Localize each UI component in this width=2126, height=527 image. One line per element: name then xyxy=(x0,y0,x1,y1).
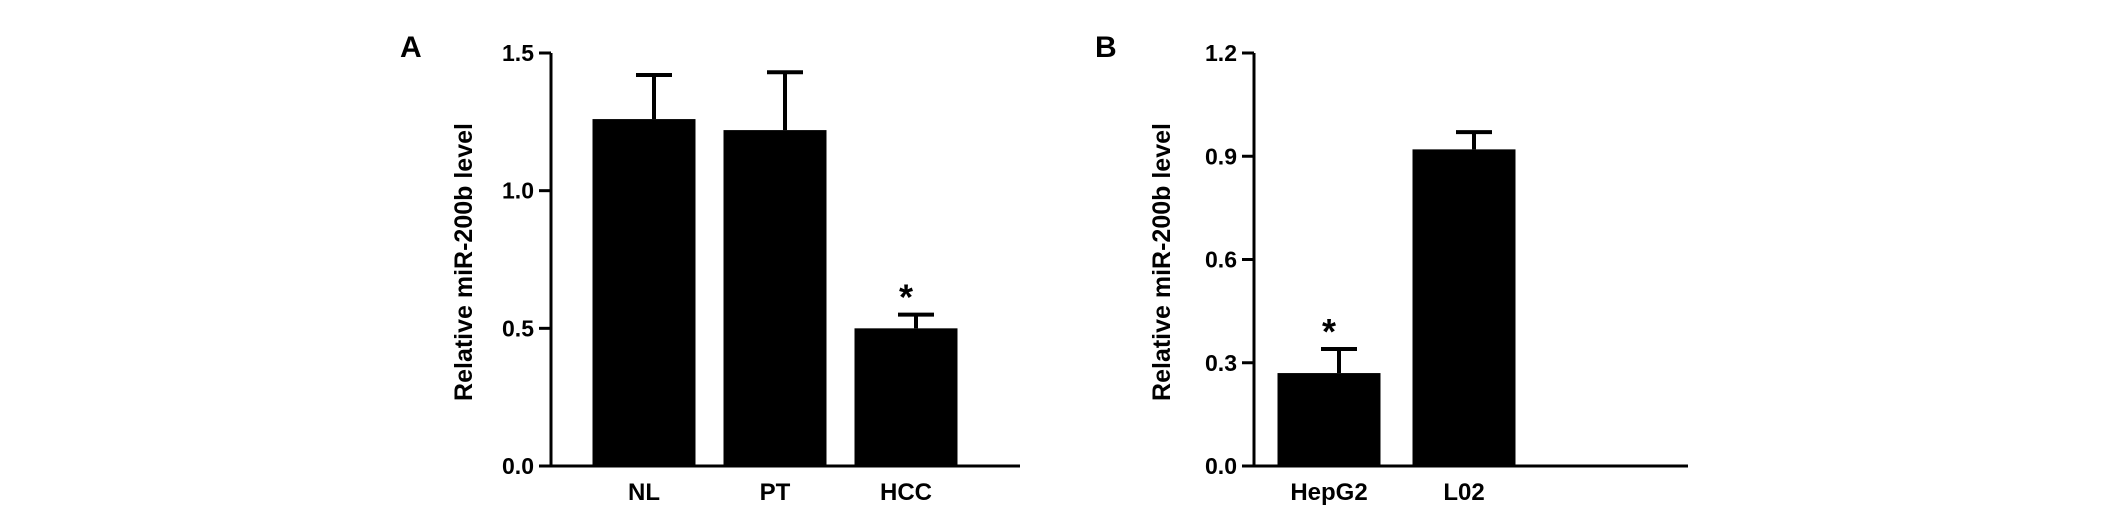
category-label: HCC xyxy=(880,479,932,506)
bar xyxy=(723,130,827,467)
panel-a: A Relative miR-200b level 0.0 0.5 1.0 1.5 *… xyxy=(400,31,1020,506)
y-axis-label: Relative miR-200b level xyxy=(1148,123,1176,401)
y-tick-label: 0.5 xyxy=(502,315,534,341)
y-tick-label: 1.0 xyxy=(502,178,534,204)
category-label: NL xyxy=(628,479,660,506)
bar xyxy=(592,119,696,466)
category-labels: NL PT HCC xyxy=(628,479,932,506)
bar xyxy=(1412,149,1516,466)
y-tick-label: 0.3 xyxy=(1205,350,1237,376)
bars: * xyxy=(592,70,958,467)
category-label: PT xyxy=(760,479,791,506)
panel-b: B Relative miR-200b level 0.0 0.3 0.6 0.9 1.… xyxy=(1095,31,1688,506)
y-tick-label: 1.5 xyxy=(502,40,534,66)
y-tick-label: 0.6 xyxy=(1205,247,1237,273)
y-ticks: 0.0 0.5 1.0 1.5 xyxy=(502,40,551,479)
y-ticks: 0.0 0.3 0.6 0.9 1.2 xyxy=(1205,40,1254,479)
y-tick-label: 0.0 xyxy=(502,453,534,479)
bars: * xyxy=(1277,130,1516,466)
y-tick-label: 0.0 xyxy=(1205,453,1237,479)
significance-marker: * xyxy=(1322,311,1336,352)
y-axis-label: Relative miR-200b level xyxy=(450,123,478,401)
bar xyxy=(1277,373,1381,466)
category-labels: HepG2 L02 xyxy=(1290,479,1484,506)
panel-label: B xyxy=(1095,31,1117,64)
panel-label: A xyxy=(400,31,422,64)
y-tick-label: 1.2 xyxy=(1205,40,1237,66)
significance-marker: * xyxy=(899,277,913,318)
bar xyxy=(854,328,958,466)
category-label: L02 xyxy=(1443,479,1484,506)
category-label: HepG2 xyxy=(1290,479,1367,506)
y-tick-label: 0.9 xyxy=(1205,143,1237,169)
